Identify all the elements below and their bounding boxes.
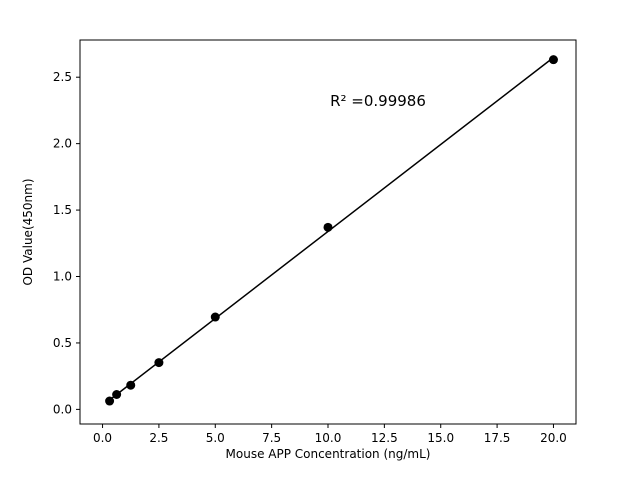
data-point: [126, 380, 136, 390]
x-tick-label: 5.0: [206, 431, 225, 445]
x-tick-label: 10.0: [315, 431, 342, 445]
y-tick-label: 0.5: [53, 336, 72, 350]
y-tick-label: 2.0: [53, 137, 72, 151]
r-squared-annotation: R² =0.99986: [330, 92, 426, 110]
data-point: [154, 358, 164, 368]
y-tick-label: 1.0: [53, 270, 72, 284]
x-tick-label: 7.5: [262, 431, 281, 445]
x-tick-label: 20.0: [540, 431, 567, 445]
data-point: [105, 396, 115, 406]
x-tick-label: 15.0: [427, 431, 454, 445]
x-tick-label: 0.0: [93, 431, 112, 445]
x-axis-label: Mouse APP Concentration (ng/mL): [225, 447, 431, 461]
y-axis-label: OD Value(450nm): [21, 178, 35, 286]
y-tick-label: 0.0: [53, 402, 72, 416]
x-tick-label: 17.5: [484, 431, 511, 445]
data-point: [210, 312, 220, 322]
y-tick-label: 2.5: [53, 70, 72, 84]
data-point: [112, 390, 122, 400]
y-tick-label: 1.5: [53, 203, 72, 217]
x-tick-label: 12.5: [371, 431, 398, 445]
data-point: [323, 222, 333, 232]
x-tick-label: 2.5: [149, 431, 168, 445]
data-point: [548, 55, 558, 65]
